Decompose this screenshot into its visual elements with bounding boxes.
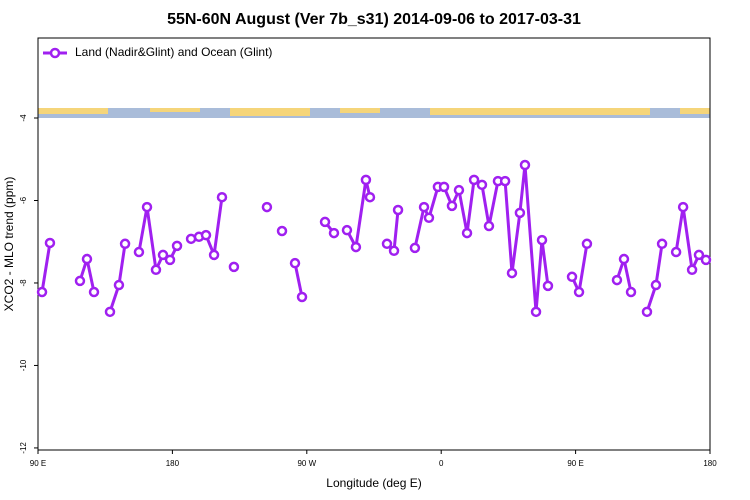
point [228,261,240,273]
point [581,238,593,250]
point [542,280,554,292]
point [350,241,362,253]
x-tick-label: 90 E [567,459,583,468]
point [461,227,473,239]
point [157,249,169,261]
point [530,306,542,318]
point [499,175,511,187]
point [418,201,430,213]
point [289,257,301,269]
point [119,238,131,250]
legend-label: Land (Nadir&Glint) and Ocean (Glint) [75,45,272,59]
y-tick-label: -8 [19,279,28,287]
point [36,286,48,298]
point [319,216,331,228]
point [453,184,465,196]
point [611,274,623,286]
point [506,267,518,279]
point [360,174,372,186]
point [200,229,212,241]
point [409,242,421,254]
x-tick-label: 0 [439,459,444,468]
point [438,181,450,193]
x-tick-label: 90 E [30,459,46,468]
point [700,254,712,266]
point [650,279,662,291]
point [536,234,548,246]
point [388,245,400,257]
y-tick-label: -12 [19,442,28,454]
x-axis-label: Longitude (deg E) [326,476,421,490]
plot-frame [37,37,711,451]
point [328,227,340,239]
point [618,253,630,265]
point [514,207,526,219]
point [208,249,220,261]
point [670,246,682,258]
x-tick-label: 180 [166,459,180,468]
x-tick-label: 180 [703,459,717,468]
point [74,275,86,287]
point [164,254,176,266]
point [88,286,100,298]
y-tick-label: -6 [19,196,28,204]
point [261,201,273,213]
point [446,200,458,212]
y-axis-label: XCO2 - MLO trend (ppm) [2,177,16,312]
point [693,249,705,261]
point [150,264,162,276]
y-tick-label: -10 [19,359,28,371]
point [641,306,653,318]
point [341,224,353,236]
point [566,271,578,283]
point [468,174,480,186]
point [573,286,585,298]
point [171,240,183,252]
point [364,191,376,203]
point [476,179,488,191]
point [141,201,153,213]
point [381,238,393,250]
point [656,238,668,250]
y-tick-label: -4 [19,114,28,122]
map-strip [38,108,710,118]
legend-marker [49,47,61,59]
point [677,201,689,213]
point [44,237,56,249]
point [104,306,116,318]
point [296,291,308,303]
series-line [40,164,707,313]
point [113,279,125,291]
point [216,191,228,203]
point [423,212,435,224]
point [276,225,288,237]
point [483,220,495,232]
point [625,286,637,298]
point [519,159,531,171]
point [81,253,93,265]
point [133,246,145,258]
point [392,204,404,216]
chart-title: 55N-60N August (Ver 7b_s31) 2014-09-06 t… [167,11,581,28]
point [686,264,698,276]
x-tick-label: 90 W [297,459,316,468]
